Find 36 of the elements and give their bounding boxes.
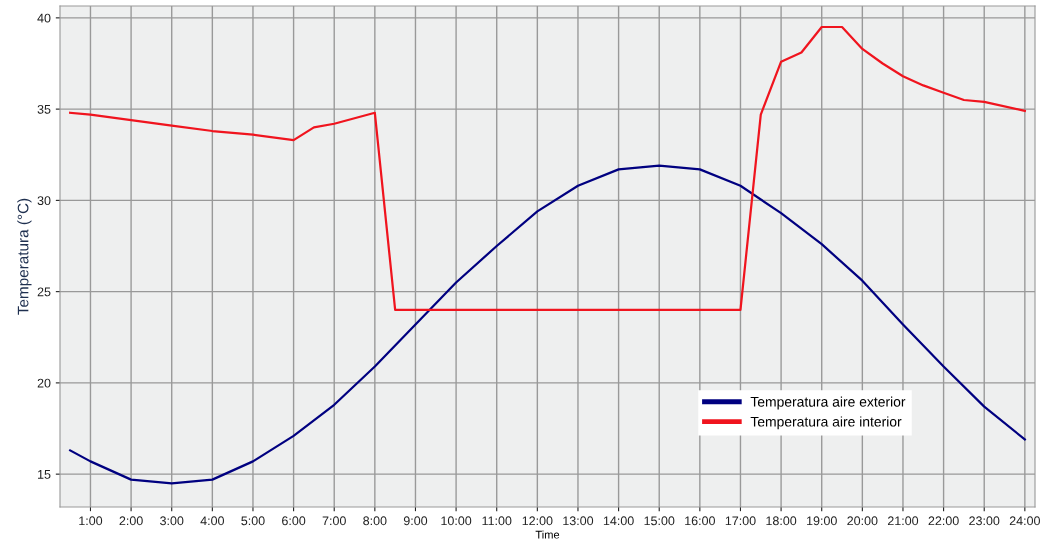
y-tick-label: 25 xyxy=(37,287,51,297)
line-series xyxy=(69,164,1026,485)
x-tick-label: 19:00 xyxy=(807,516,837,526)
x-tick-label: 11:00 xyxy=(482,516,512,526)
legend-label: Temperatura aire exterior xyxy=(750,396,906,410)
x-tick-label: 12:00 xyxy=(522,516,553,526)
x-tick-label: 23:00 xyxy=(969,516,1000,526)
x-tick-label: 22:00 xyxy=(928,516,959,526)
x-tick-label: 16:00 xyxy=(685,516,715,526)
x-tick-label: 5:00 xyxy=(241,516,265,526)
x-tick-label: 24:00 xyxy=(1009,516,1040,526)
x-tick-label: 4:00 xyxy=(200,516,225,526)
x-tick-label: 13:00 xyxy=(563,516,594,526)
x-tick-label: 18:00 xyxy=(766,516,797,526)
x-tick-label: 3:00 xyxy=(160,516,184,526)
y-tick-label: 40 xyxy=(37,13,51,23)
x-tick-label: 20:00 xyxy=(847,516,878,526)
x-tick-label: 15:00 xyxy=(644,516,675,526)
x-tick-label: 17:00 xyxy=(725,516,756,526)
x-axis-title: Time xyxy=(535,530,560,539)
x-tick-label: 10:00 xyxy=(441,516,472,526)
x-tick-label: 14:00 xyxy=(603,516,634,526)
y-tick-label: 15 xyxy=(38,470,51,479)
x-tick-label: 2:00 xyxy=(119,516,143,526)
legend-label: Temperatura aire interior xyxy=(750,416,902,430)
line-series xyxy=(69,25,1026,311)
x-tick-label: 7:00 xyxy=(322,516,346,526)
x-tick-label: 6:00 xyxy=(282,516,306,526)
x-tick-label: 8:00 xyxy=(363,516,387,526)
x-tick-label: 9:00 xyxy=(403,516,428,526)
y-tick-label: 20 xyxy=(37,378,51,388)
x-tick-label: 21:00 xyxy=(887,516,919,526)
x-tick-label: 1:00 xyxy=(79,516,103,526)
y-tick-label: 35 xyxy=(37,104,51,114)
y-axis-title: Temperatura (°C) xyxy=(17,198,32,315)
y-tick-label: 30 xyxy=(37,196,51,206)
